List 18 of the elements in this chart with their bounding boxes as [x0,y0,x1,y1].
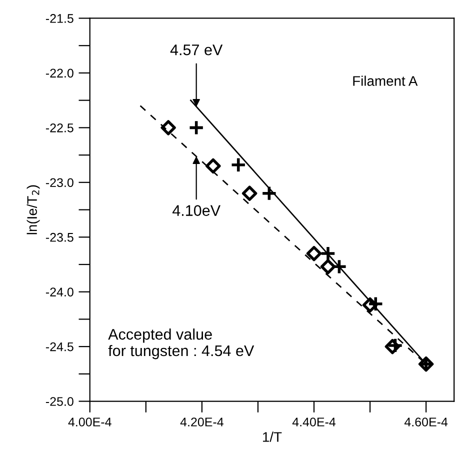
x-axis-title: 1/T [263,432,282,442]
annotation: Accepted value for tungsten : 4.54 eV [108,328,254,360]
y-axis-title: ln(Ie/T$_{2}$) [26,185,40,234]
y-tick-label: -22.5 [46,123,74,132]
y-tick-label: -23.0 [46,178,74,188]
x-tick-label: 4.00E-4 [68,418,112,426]
x-tick-label: 4.40E-4 [292,418,336,426]
annotation: 4.57 eV [170,44,223,56]
y-tick-label: -25.0 [46,397,74,406]
y-tick-label: -24.5 [46,342,74,352]
y-tick-label: -23.5 [46,232,74,242]
y-tick-label: -21.5 [46,14,74,23]
annotation: 4.10eV [172,205,220,216]
x-tick-label: 4.60E-4 [404,418,448,426]
y-tick-label: -22.0 [46,68,74,78]
x-tick-label: 4.20E-4 [180,418,224,426]
annotation: Filament A [353,76,418,86]
y-tick-label: -24.0 [46,288,74,296]
